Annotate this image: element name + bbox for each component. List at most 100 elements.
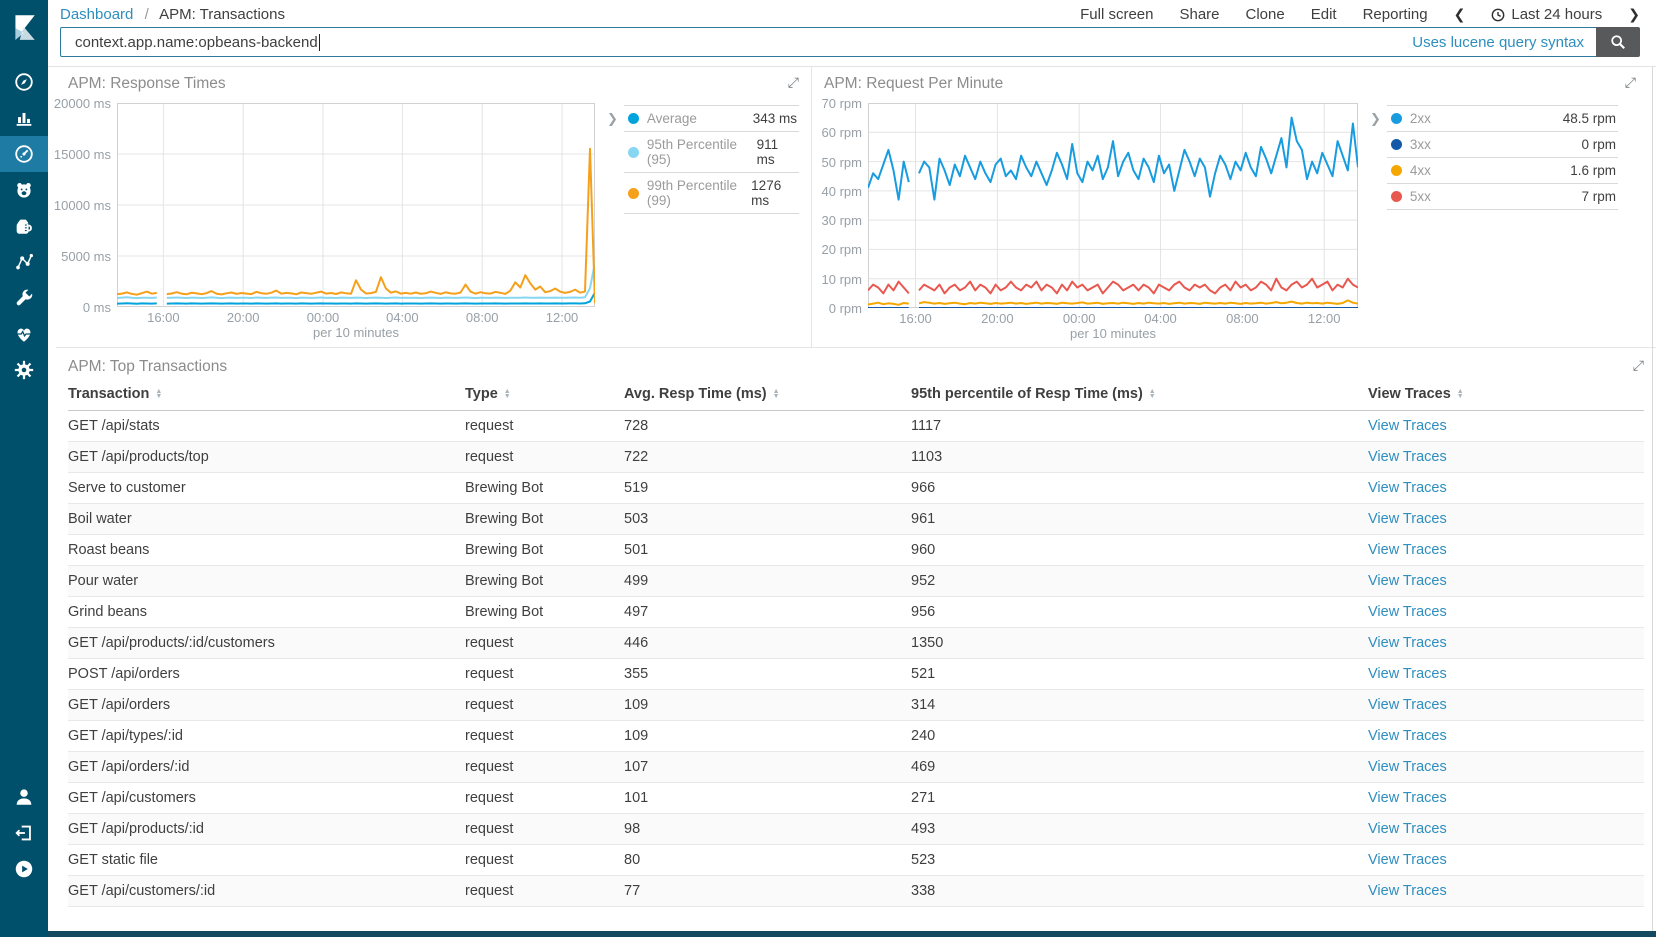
sidebar [0, 0, 48, 937]
legend-item-5xx[interactable]: 5xx 7 rpm [1386, 183, 1618, 210]
column-header-transaction[interactable]: Transaction ▲ ▼ [68, 376, 465, 411]
legend-item-average[interactable]: Average 343 ms [623, 105, 799, 131]
avg-resp-time-cell: 98 [624, 814, 911, 845]
view-traces-cell: View Traces [1368, 721, 1644, 752]
sidebar-item-graph-nodes[interactable] [0, 244, 48, 280]
sort-icon: ▲ ▼ [1148, 388, 1156, 400]
requests-per-minute-plot[interactable] [868, 103, 1358, 308]
legend-toggle-icon[interactable]: ❯ [1370, 111, 1381, 126]
sidebar-item-compass[interactable] [0, 64, 48, 100]
legend-item-99th-percentile-99-[interactable]: 99th Percentile (99) 1276 ms [623, 172, 799, 214]
view-traces-link[interactable]: View Traces [1368, 449, 1447, 465]
time-picker[interactable]: Last 24 hours [1491, 6, 1602, 23]
avg-resp-time-cell: 503 [624, 504, 911, 535]
legend-value: 48.5 rpm [1562, 111, 1616, 126]
sidebar-item-bar-chart[interactable] [0, 100, 48, 136]
time-forward-icon[interactable]: ❯ [1628, 6, 1640, 22]
view-traces-link[interactable]: View Traces [1368, 790, 1447, 806]
topbar-actions: Full screen Share Clone Edit Reporting ❮ Las… [1080, 6, 1640, 23]
view-traces-link[interactable]: View Traces [1368, 573, 1447, 589]
expand-panel-icon[interactable]: ⤢ [1632, 357, 1644, 373]
breadcrumb: Dashboard / APM: Transactions [60, 6, 285, 23]
column-header-view-traces[interactable]: View Traces ▲ ▼ [1368, 376, 1644, 411]
view-traces-link[interactable]: View Traces [1368, 759, 1447, 775]
sidebar-item-bear[interactable] [0, 172, 48, 208]
legend-item-4xx[interactable]: 4xx 1.6 rpm [1386, 157, 1618, 183]
avg-resp-time-cell: 77 [624, 876, 911, 907]
view-traces-link[interactable]: View Traces [1368, 480, 1447, 496]
p95-resp-time-cell: 271 [911, 783, 1368, 814]
kibana-logo[interactable] [0, 0, 48, 64]
legend-label: 3xx [1409, 137, 1431, 152]
lucene-syntax-link[interactable]: Uses lucene query syntax [1412, 33, 1584, 51]
column-header-avg-resp-time-ms-[interactable]: Avg. Resp Time (ms) ▲ ▼ [624, 376, 911, 411]
time-back-icon[interactable]: ❮ [1453, 6, 1466, 22]
view-traces-link[interactable]: View Traces [1368, 511, 1447, 527]
scrollbar-track[interactable] [1652, 67, 1653, 937]
y-tick-label: 60 rpm [821, 125, 862, 141]
breadcrumb-dashboard-link[interactable]: Dashboard [60, 6, 134, 23]
view-traces-link[interactable]: View Traces [1368, 418, 1447, 434]
type-cell: request [465, 752, 624, 783]
x-tick-label: 20:00 [226, 310, 260, 325]
avg-resp-time-cell: 519 [624, 473, 911, 504]
action-clone[interactable]: Clone [1245, 6, 1285, 23]
legend-value: 0 rpm [1581, 137, 1616, 152]
logout-icon [15, 825, 31, 841]
sidebar-item-gear[interactable] [0, 352, 48, 388]
legend-color-dot [1390, 191, 1402, 202]
view-traces-cell: View Traces [1368, 628, 1644, 659]
action-reporting[interactable]: Reporting [1362, 6, 1428, 23]
sidebar-item-pitcher[interactable] [0, 208, 48, 244]
action-full-screen[interactable]: Full screen [1080, 6, 1154, 23]
response-times-plot[interactable] [117, 103, 595, 307]
avg-resp-time-cell: 499 [624, 566, 911, 597]
y-tick-label: 40 rpm [821, 183, 862, 199]
view-traces-link[interactable]: View Traces [1368, 697, 1447, 713]
sidebar-item-gauge[interactable] [0, 136, 48, 172]
legend-item-3xx[interactable]: 3xx 0 rpm [1386, 131, 1618, 157]
transaction-cell: GET static file [68, 845, 465, 876]
sidebar-item-logout[interactable] [0, 815, 48, 851]
search-input[interactable]: context.app.name:opbeans-backend Uses lu… [60, 27, 1596, 57]
legend-item-2xx[interactable]: 2xx 48.5 rpm [1386, 105, 1618, 131]
sidebar-item-play-circle[interactable] [0, 851, 48, 887]
x-tick-label: 12:00 [545, 310, 579, 325]
requests-per-minute-x-axis: 16:00 20:00 00:00 04:00 08:00 12:00 [868, 308, 1358, 326]
response-times-legend: Average 343 ms 95th Percentile (95) 911 ms 9… [623, 105, 799, 340]
view-traces-link[interactable]: View Traces [1368, 542, 1447, 558]
view-traces-link[interactable]: View Traces [1368, 635, 1447, 651]
expand-panel-icon[interactable]: ⤢ [787, 74, 799, 90]
sidebar-item-user[interactable] [0, 779, 48, 815]
view-traces-link[interactable]: View Traces [1368, 666, 1447, 682]
action-edit[interactable]: Edit [1310, 6, 1337, 23]
play-circle-icon [15, 860, 33, 878]
panel-requests-per-minute: APM: Request Per Minute ⤢ 0 rpm 10 rpm 20 … [812, 67, 1648, 347]
view-traces-link[interactable]: View Traces [1368, 883, 1447, 899]
column-header-type[interactable]: Type ▲ ▼ [465, 376, 624, 411]
legend-value: 911 ms [756, 137, 779, 167]
avg-resp-time-cell: 355 [624, 659, 911, 690]
view-traces-link[interactable]: View Traces [1368, 728, 1447, 744]
view-traces-link[interactable]: View Traces [1368, 821, 1447, 837]
p95-resp-time-cell: 314 [911, 690, 1368, 721]
action-share[interactable]: Share [1179, 6, 1220, 23]
x-tick-label: 16:00 [147, 310, 180, 325]
search-query-text: context.app.name:opbeans-backend [75, 33, 318, 51]
breadcrumb-separator: / [144, 6, 149, 23]
sidebar-nav-bottom [0, 779, 48, 937]
view-traces-link[interactable]: View Traces [1368, 852, 1447, 868]
p95-resp-time-cell: 521 [911, 659, 1368, 690]
sidebar-item-heartbeat[interactable] [0, 316, 48, 352]
legend-item-95th-percentile-95-[interactable]: 95th Percentile (95) 911 ms [623, 131, 799, 172]
expand-panel-icon[interactable]: ⤢ [1624, 74, 1636, 90]
column-header-95th-percentile-of-resp-time-ms-[interactable]: 95th percentile of Resp Time (ms) ▲ ▼ [911, 376, 1368, 411]
legend-toggle-icon[interactable]: ❯ [607, 111, 618, 126]
avg-resp-time-cell: 497 [624, 597, 911, 628]
view-traces-link[interactable]: View Traces [1368, 604, 1447, 620]
search-button[interactable] [1596, 27, 1640, 57]
x-tick-label: 16:00 [899, 311, 932, 326]
y-tick-label: 70 rpm [821, 96, 862, 111]
sidebar-item-wrench[interactable] [0, 280, 48, 316]
